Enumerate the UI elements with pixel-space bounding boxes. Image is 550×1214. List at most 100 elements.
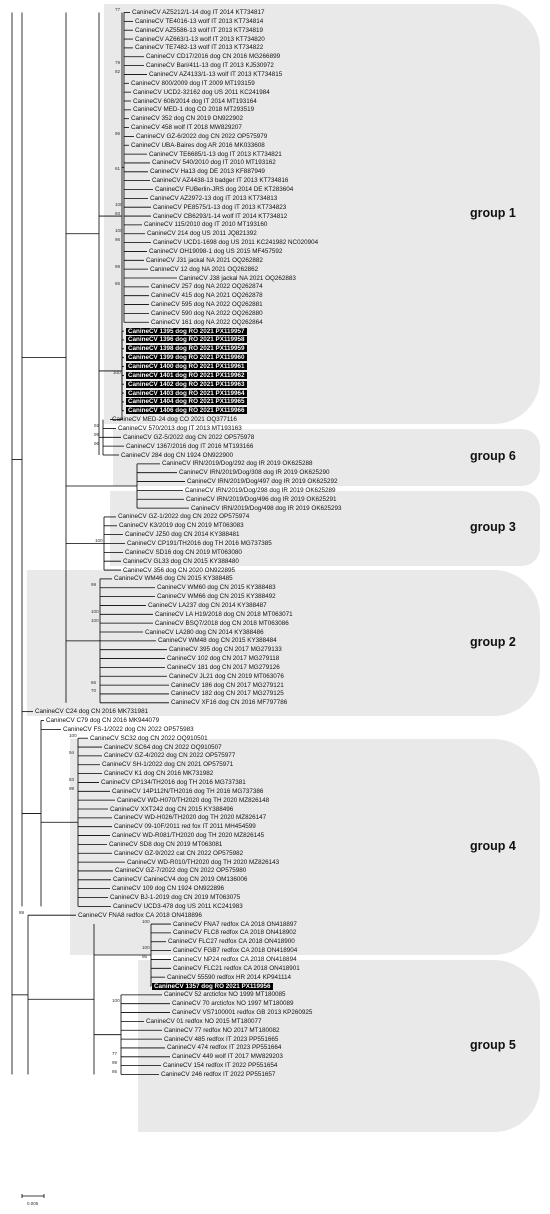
taxon-label: CanineCV AZ5212/1-14 dog IT 2014 KT73481… [132, 9, 265, 16]
taxon-label: CanineCV 570/2013 dog IT 2013 MT193163 [118, 424, 242, 432]
taxon-label: CanineCV FLC21 redfox CA 2018 ON418901 [173, 964, 300, 972]
scale-bar-label: 0.005 [27, 1201, 39, 1206]
bootstrap-value: 61 [115, 166, 121, 172]
taxon-label: CanineCV 109 dog CN 1924 ON922896 [112, 885, 225, 893]
taxon-label: CanineCV WD-H026/TH2020 dog TH 2020 MZ82… [114, 814, 267, 822]
taxon-label: CanineCV Ha13 dog DE 2013 KF887949 [150, 168, 265, 176]
bootstrap-value: 77 [115, 7, 121, 12]
bootstrap-value: 100 [112, 998, 120, 1004]
taxon-label: CanineCV J38 jackal NA 2021 OQ262883 [179, 274, 296, 282]
taxon-label: CanineCV OH19098-1 dog US 2015 MF457592 [149, 247, 283, 255]
taxon-label: CanineCV 595 dog NA 2022 OQ262881 [151, 301, 263, 309]
taxon-label: CanineCV K3/2019 dog CN 2019 MT063083 [119, 522, 244, 530]
taxon-label: CanineCV GZ-1/2022 dog CN 2022 OP575974 [118, 513, 250, 521]
highlighted-taxon-label: CanineCV 1398 dog RO 2021 PX119959 [126, 345, 247, 353]
group-label-3: group 3 [470, 520, 516, 535]
group-box-5 [70, 738, 540, 956]
taxon-label: CanineCV BSQ7/2018 dog CN 2018 MT063086 [155, 619, 289, 627]
taxon-label: CanineCV SC64 dog CN 2022 OQ910507 [104, 743, 222, 751]
bootstrap-value: 94 [69, 750, 75, 756]
bootstrap-value: 100 [91, 617, 99, 623]
taxon-label: CanineCV NP24 redfox CA 2018 ON418894 [173, 955, 297, 963]
taxon-label: CanineCV JL21 dog CN 2019 MT063076 [169, 672, 284, 680]
taxon-label: CanineCV 284 dog CN 1924 ON922900 [121, 451, 234, 459]
bootstrap-value: 99 [69, 785, 75, 791]
taxon-label: CanineCV IRN/2019/Dog/298 dog IR 2019 OK… [185, 486, 336, 494]
taxon-label: CanineCV SD8 dog CN 2019 MT063081 [109, 840, 223, 848]
bootstrap-value: 99 [112, 1060, 118, 1066]
taxon-label: CanineCV FUBerlin-JRS dog 2014 DE KT2836… [155, 186, 294, 193]
taxon-label: CanineCV SC32 dog CN 2022 OQ910501 [90, 734, 208, 742]
bootstrap-value: 70 [91, 688, 97, 694]
taxon-label: CanineCV 154 redfox IT 2022 PP551654 [163, 1062, 278, 1070]
taxon-label: CanineCV 09-10F/2011 red fox IT 2011 MH4… [114, 823, 256, 831]
taxon-label: CanineCV 474 redfox IT 2023 PP551664 [167, 1044, 282, 1052]
taxon-label: CanineCV 182 dog CN 2017 MG279125 [171, 690, 284, 698]
taxon-label: CanineCV AZ663/1-13 wolf IT 2013 KT73482… [135, 35, 265, 43]
highlighted-taxon-label: CanineCV 1401 dog RO 2021 PX119962 [126, 371, 247, 379]
bootstrap-value: 77 [112, 1051, 118, 1057]
taxon-label: CanineCV 115/2010 dog IT 2010 MT193160 [144, 221, 268, 229]
bootstrap-value: 96 [115, 130, 121, 136]
taxon-label: CanineCV GZ-7/2022 dog CN 2022 OP575980 [115, 867, 247, 875]
taxon-label: CanineCV MED-1 dog CO 2018 MT293519 [133, 106, 255, 114]
taxon-label: CanineCV 214 dog US 2011 JQ821392 [147, 230, 257, 238]
highlighted-taxon-label: CanineCV 1399 dog RO 2021 PX119960 [126, 354, 247, 362]
taxon-label: CanineCV PE8575/1-13 dog IT 2013 KT73482… [153, 203, 287, 211]
taxon-label: CanineCV VS7100001 redfox GB 2013 KP2609… [172, 1009, 313, 1017]
taxon-label: CanineCV TE6685/1-13 dog IT 2013 KT73482… [149, 150, 282, 158]
taxon-label: CanineCV CP191/TH2016 dog TH 2016 MG7373… [127, 540, 272, 547]
taxon-label: CanineCV 01 redfox NO 2015 MT180077 [146, 1017, 262, 1025]
taxon-label: CanineCV 186 dog CN 2017 MG279121 [171, 681, 284, 689]
taxon-label: CanineCV WD-H070/TH2020 dog TH 2020 MZ82… [117, 796, 270, 804]
bootstrap-value: 100 [91, 608, 99, 614]
taxon-label: CanineCV GL33 dog CN 2015 KY388480 [123, 557, 239, 565]
taxon-label: CanineCV GZ-4/2022 dog CN 2022 OP575977 [104, 752, 236, 760]
taxon-label: CanineCV UCD1-1698 dog US 2011 KC241982 … [153, 239, 319, 247]
taxon-label: CanineCV WD-R010/TH2020 dog TH 2020 MZ82… [127, 858, 280, 866]
highlighted-taxon-label: CanineCV 1400 dog RO 2021 PX119961 [126, 363, 247, 370]
taxon-label: CanineCV BJ-1-2019 dog CN 2019 MT063075 [110, 894, 241, 901]
taxon-label: CanineCV 12 dog NA 2021 OQ262862 [150, 265, 259, 273]
taxon-label: CanineCV 181 dog CN 2017 MG279126 [167, 663, 280, 671]
taxon-label: CanineCV 800/2009 dog IT 2009 MT193159 [131, 79, 255, 87]
taxon-label: CanineCV FLC27 redfox CA 2018 ON418900 [168, 938, 295, 946]
taxon-label: CanineCV XF16 dog CN 2016 MF797786 [171, 699, 288, 707]
taxon-label: CanineCV SD16 dog CN 2019 MT063080 [125, 548, 242, 556]
taxon-label: CanineCV 458 wolf IT 2018 MW829207 [131, 124, 242, 132]
taxon-label: CanineCV 14P112N/TH2016 dog TH 2016 MG73… [112, 787, 264, 795]
taxon-label: CanineCV 246 redfox IT 2022 PP551657 [161, 1071, 276, 1078]
taxon-label: CanineCV 1367/2016 dog IT 2016 MT193166 [126, 442, 254, 450]
taxon-label: CanineCV IRN/2019/Dog/498 dog IR 2019 OK… [191, 504, 342, 512]
taxon-label: CanineCV Bari/411-13 dog IT 2013 KJ53097… [146, 62, 274, 70]
bootstrap-value: 100 [142, 945, 150, 951]
taxon-label: CanineCV 449 wolf IT 2017 MW829203 [172, 1053, 283, 1061]
taxon-label: CanineCV WD-R081/TH2020 dog TH 2020 MZ82… [112, 832, 265, 840]
taxon-label: CanineCV 485 redfox IT 2023 PP551665 [164, 1035, 279, 1043]
bootstrap-value: 66 [91, 679, 97, 685]
taxon-label: CanineCV 608/2014 dog IT 2014 MT193164 [133, 97, 257, 105]
taxon-label: CanineCV XXT242 dog CN 2015 KY388496 [110, 805, 234, 813]
taxon-label: CanineCV 352 dog CN 2019 ON922902 [131, 115, 244, 123]
bootstrap-value: 79 [115, 60, 121, 66]
taxon-label: CanineCV 70 arcticfox NO 1997 MT180089 [172, 1000, 294, 1008]
taxon-label: CanineCV 102 dog CN 2017 MG279118 [167, 655, 280, 663]
taxon-label: CanineCV 55590 redfox HR 2014 KP941114 [167, 973, 292, 981]
bootstrap-value: 100 [115, 228, 123, 234]
taxon-label: CanineCV LA280 dog CN 2014 KY388486 [145, 628, 264, 636]
taxon-label: CanineCV 415 dog NA 2021 OQ262878 [151, 292, 263, 300]
taxon-label: CanineCV GZ-9/2022 cat CN 2022 OP575982 [114, 849, 244, 857]
taxon-label: CanineCV WM46 dog CN 2015 KY388485 [114, 575, 233, 583]
taxon-label: CanineCV GZ-6/2022 dog CN 2022 OP575979 [136, 132, 268, 140]
taxon-label: CanineCV IRN/2019/Dog/496 dog IR 2019 OK… [186, 495, 337, 503]
taxon-label: CanineCV UCD3-478 dog US 2011 KC241983 [113, 902, 243, 910]
bootstrap-value: 99 [115, 263, 121, 269]
taxon-label: CanineCV UBA-Baires dog AR 2016 MK033608 [131, 141, 265, 149]
taxon-label: CanineCV WM60 dog CN 2015 KY388483 [157, 584, 276, 592]
taxon-label: CanineCV AZ2972-13 dog IT 2013 KT734813 [150, 194, 278, 202]
taxon-label: CanineCV LA237 dog CN 2014 KY388487 [148, 601, 267, 609]
taxon-label: CanineCV 356 dog CN 2020 ON922895 [123, 566, 236, 574]
taxon-label: CanineCV CB6293/1-14 wolf IT 2014 KT7348… [153, 212, 288, 220]
taxon-label: CanineCV LA H19/2018 dog CN 2018 MT06307… [155, 610, 293, 618]
